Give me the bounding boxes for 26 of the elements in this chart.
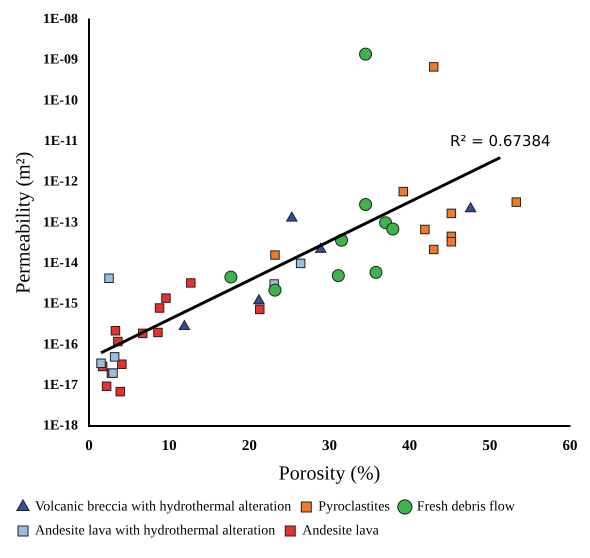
legend-label: Volcanic breccia with hydrothermal alteration <box>35 500 292 515</box>
y-tick-label: 1E-11 <box>44 134 78 149</box>
legend-label: Pyroclastites <box>318 500 390 515</box>
y-tick-label: 1E-13 <box>43 215 78 230</box>
y-tick-label: 1E-15 <box>43 296 78 312</box>
x-tick-label: 40 <box>402 438 418 454</box>
x-tick-label: 30 <box>322 438 337 454</box>
x-tick-label: 10 <box>162 438 177 454</box>
x-tick-label: 20 <box>242 438 257 454</box>
x-tick-label: 0 <box>85 438 93 454</box>
legend-label: Andesite lava <box>302 524 380 539</box>
legend-label: Andesite lava with hydrothermal alteration <box>35 524 276 539</box>
x-tick-label: 60 <box>562 438 578 454</box>
y-tick-label: 1E-16 <box>43 337 78 352</box>
y-tick-label: 1E-09 <box>43 52 78 68</box>
y-tick-label: 1E-10 <box>43 93 78 108</box>
legend-label: Fresh debris flow <box>416 500 516 515</box>
x-axis-title: Porosity (%) <box>278 462 380 484</box>
y-tick-label: 1E-14 <box>43 256 78 271</box>
y-axis-title: Permeability (m²) <box>12 152 34 294</box>
annotation: R² = 0.67384 <box>450 132 551 150</box>
y-tick-label: 1E-08 <box>43 12 78 28</box>
x-tick-label: 50 <box>482 438 498 454</box>
y-tick-label: 1E-17 <box>43 378 78 393</box>
y-tick-label: 1E-18 <box>43 418 78 434</box>
y-tick-label: 1E-12 <box>43 174 78 190</box>
